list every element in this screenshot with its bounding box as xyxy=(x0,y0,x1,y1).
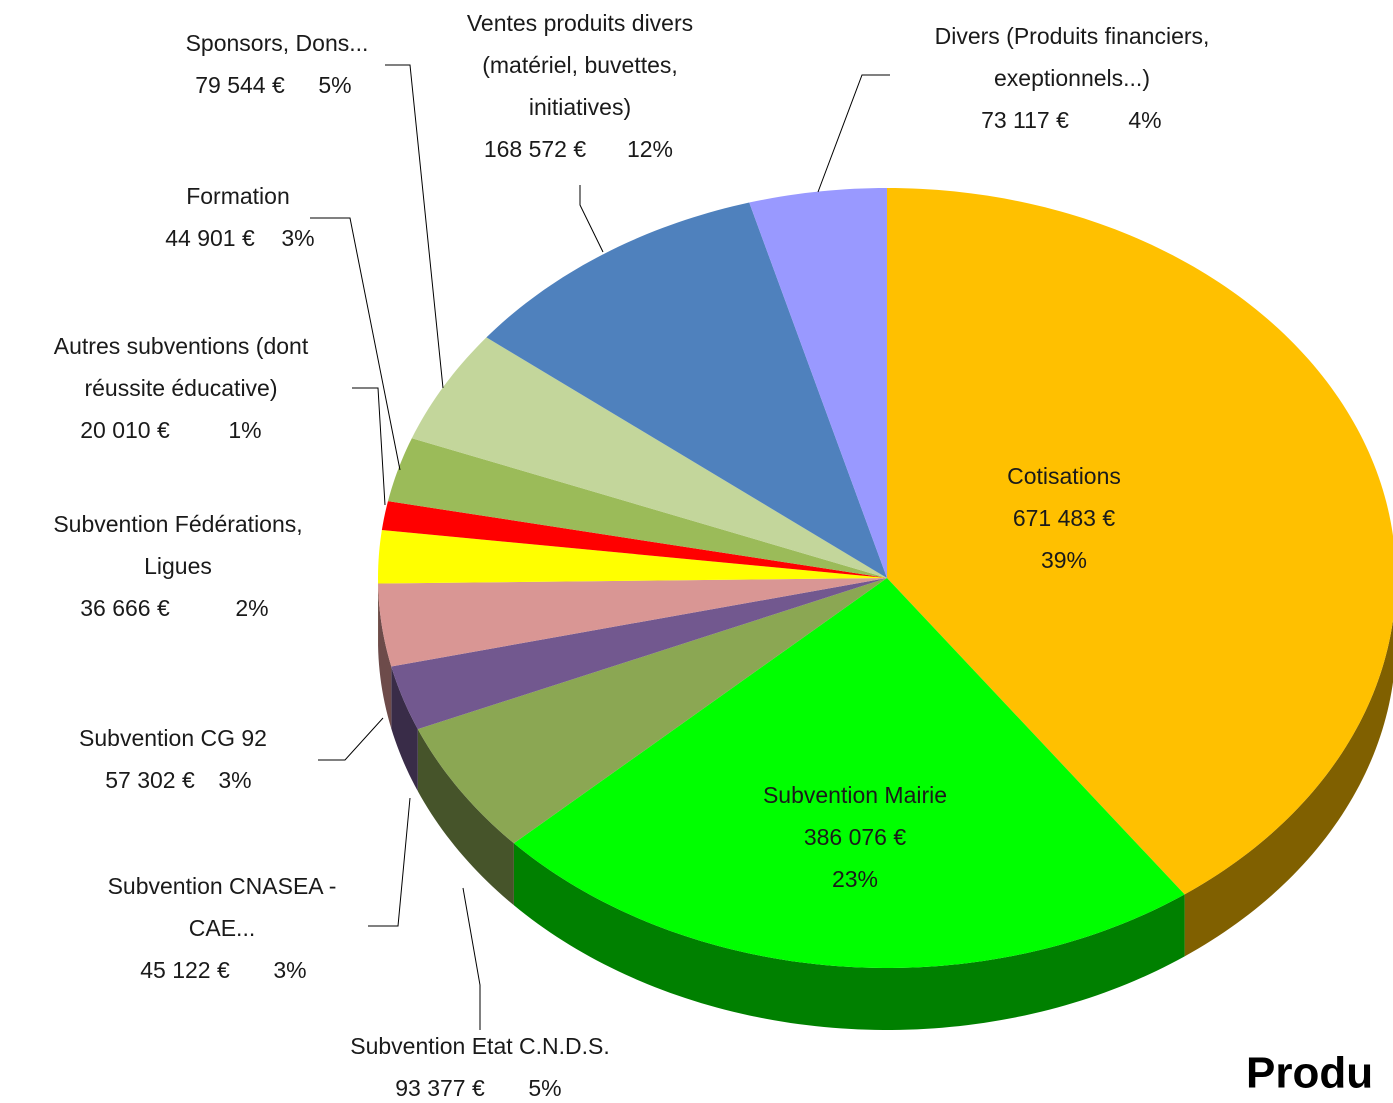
value-label: 73 117 € xyxy=(981,107,1069,133)
slice-label: Subvention Mairie xyxy=(763,782,947,808)
percent-label: 39% xyxy=(1041,547,1087,573)
percent-label: 5% xyxy=(318,72,351,98)
slice xyxy=(378,578,887,667)
slice-label: Subvention Fédérations, Ligues xyxy=(53,511,302,579)
slice-side xyxy=(1184,620,1393,957)
percent-label: 3% xyxy=(281,225,314,251)
value-label: 20 010 € xyxy=(80,417,170,443)
slice-label: Cotisations xyxy=(1007,463,1121,489)
slice-label: Subvention CNASEA -CAE... xyxy=(108,873,337,941)
slice xyxy=(378,530,887,584)
leader-line xyxy=(318,717,384,761)
percent-label: 5% xyxy=(528,1075,561,1101)
slice-label: Divers (Produits financiers, exeptionnels… xyxy=(935,23,1210,91)
leader-line xyxy=(579,185,604,253)
leader-line xyxy=(385,64,444,389)
slice-label: Sponsors, Dons... xyxy=(186,30,369,56)
leader-line xyxy=(310,217,401,471)
percent-label: 1% xyxy=(228,417,261,443)
chart-title: Produ xyxy=(1246,1049,1373,1098)
slice-label: Ventes produits divers (matériel, buvette… xyxy=(467,10,693,120)
value-label: 79 544 € xyxy=(195,72,285,98)
leader-line xyxy=(368,797,411,927)
value-label: 36 666 € xyxy=(80,595,170,621)
slice-side xyxy=(391,666,418,792)
slice-side xyxy=(378,583,392,729)
slice xyxy=(887,188,1393,895)
percent-label: 12% xyxy=(627,136,673,162)
percent-label: 3% xyxy=(218,767,251,793)
slice xyxy=(411,337,887,578)
slice-label: Formation xyxy=(186,183,290,209)
slice xyxy=(387,438,887,578)
slice xyxy=(381,501,887,578)
percent-label: 3% xyxy=(273,957,306,983)
value-label: 45 122 € xyxy=(140,957,230,983)
leader-line xyxy=(352,387,386,506)
value-label: 57 302 € xyxy=(105,767,195,793)
leader-line xyxy=(462,887,481,1030)
slice-side xyxy=(513,843,1185,1030)
percent-label: 23% xyxy=(832,866,878,892)
leader-line xyxy=(817,74,890,193)
slice xyxy=(513,578,1185,968)
slice xyxy=(486,202,887,579)
percent-label: 4% xyxy=(1128,107,1161,133)
slice xyxy=(391,578,887,730)
slice xyxy=(417,578,887,844)
slice-label: Subvention CG 92 xyxy=(79,725,267,751)
slice-label: Subvention Etat C.N.D.S. xyxy=(350,1033,610,1059)
value-label: 44 901 € xyxy=(165,225,255,251)
slice-label: Autres subventions (dont réussite éducati… xyxy=(54,333,309,401)
percent-label: 2% xyxy=(235,595,268,621)
slice-side xyxy=(417,729,514,906)
value-label: 93 377 € xyxy=(395,1075,485,1101)
value-label: 168 572 € xyxy=(484,136,587,162)
value-label: 671 483 € xyxy=(1013,505,1116,531)
value-label: 386 076 € xyxy=(804,824,907,850)
slice xyxy=(749,188,887,578)
